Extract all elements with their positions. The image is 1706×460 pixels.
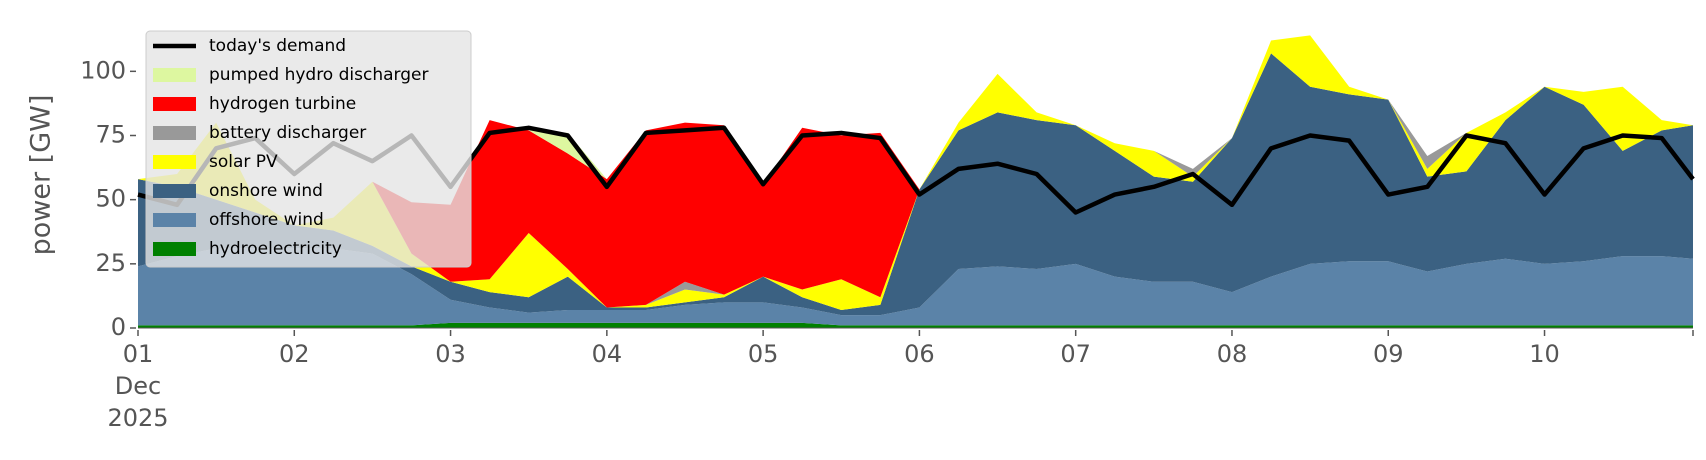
x-tick-label: 07	[1060, 340, 1091, 368]
legend-label: hydroelectricity	[209, 239, 342, 259]
y-tick-label: 50	[95, 185, 126, 213]
legend-swatch	[153, 126, 196, 140]
x-tick-label: 02	[279, 340, 310, 368]
x-tick-label: 08	[1216, 340, 1248, 368]
x-tick-label: 01 Dec 2025	[107, 340, 169, 432]
y-tick-label: 25	[95, 249, 126, 277]
y-tick-label: 0	[111, 313, 126, 341]
y-tick-label: 100	[80, 56, 126, 84]
area	[138, 53, 1693, 316]
legend-label: offshore wind	[209, 210, 324, 230]
legend-label: hydrogen turbine	[209, 94, 356, 114]
legend-swatch	[153, 242, 196, 256]
x-tick-label: 06	[904, 340, 935, 368]
area	[138, 322, 1693, 328]
x-tick-label: 04	[591, 340, 623, 368]
x-tick-label: 09	[1372, 340, 1404, 368]
legend-box	[145, 30, 472, 268]
legend-label: today's demand	[209, 36, 346, 56]
legend-swatch	[153, 155, 196, 169]
y-tick-label: 75	[95, 121, 126, 149]
legend-swatch	[153, 213, 196, 227]
legend-swatch	[153, 184, 196, 198]
legend-label: onshore wind	[209, 181, 323, 201]
legend-label: battery discharger	[209, 123, 366, 143]
legend-swatch	[153, 97, 196, 111]
legend-label: pumped hydro discharger	[209, 65, 428, 85]
area	[138, 248, 1693, 326]
y-axis-label: power [GW]	[26, 95, 57, 256]
area	[138, 35, 1693, 311]
x-tick-label: 10	[1529, 340, 1560, 368]
x-tick-label: 03	[435, 340, 466, 368]
legend: today's demand pumped hydro discharger hyd…	[145, 30, 472, 268]
legend-swatch	[153, 68, 196, 82]
x-tick-label: 05	[747, 340, 779, 368]
legend-label: solar PV	[209, 152, 278, 172]
